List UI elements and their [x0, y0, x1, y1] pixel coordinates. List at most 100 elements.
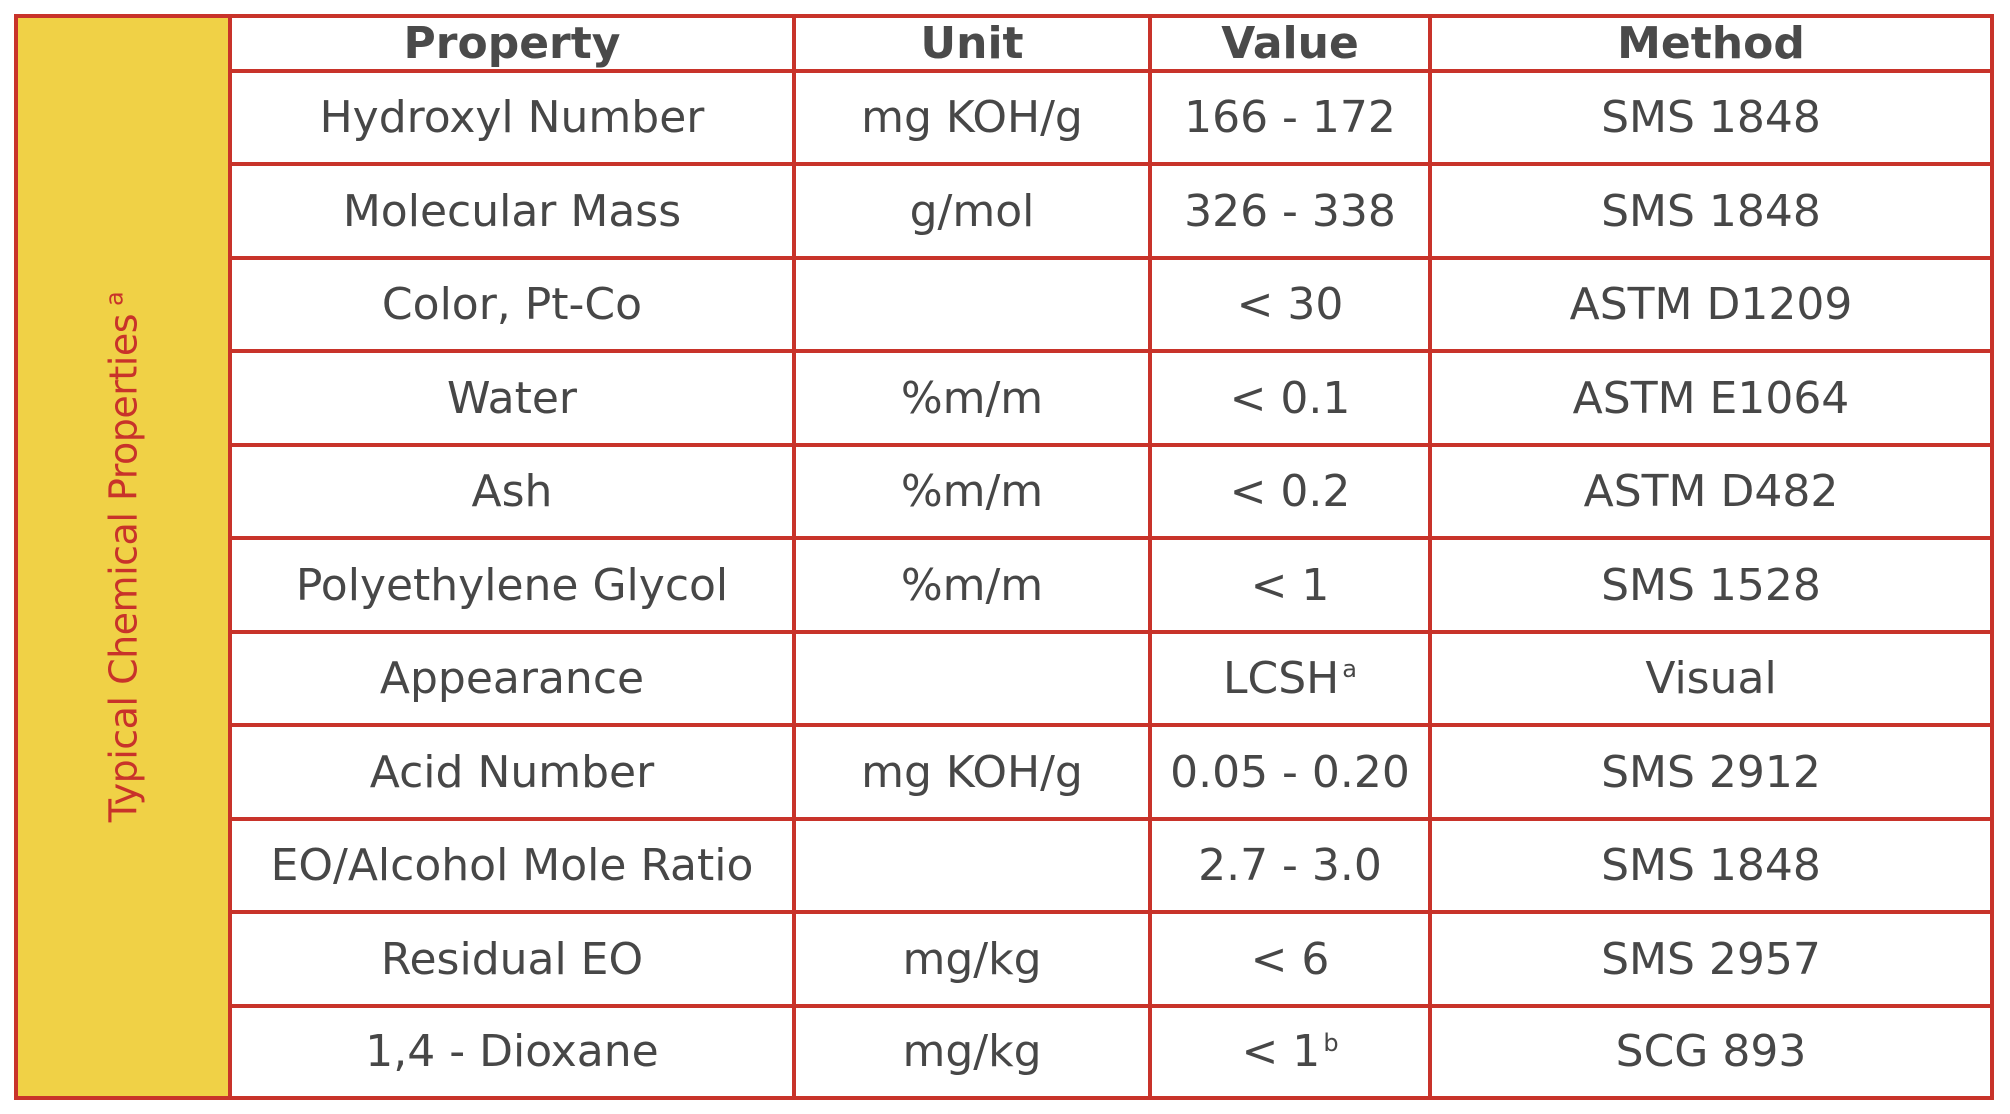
- cell-property-text: Ash: [471, 466, 553, 518]
- header-property: Property: [232, 18, 796, 73]
- cell-property-text: Residual EO: [380, 933, 644, 985]
- table-row: Ash %m/m < 0.2 ASTM D482: [232, 442, 1990, 541]
- cell-value-text: < 1: [1241, 1026, 1321, 1078]
- side-label-text: Typical Chemical Properties: [101, 314, 146, 823]
- cell-unit: %m/m: [792, 349, 1152, 447]
- side-label: Typical Chemical Properties a: [101, 292, 146, 822]
- cell-value: < 6: [1148, 910, 1432, 1008]
- cell-method: Visual: [1428, 629, 1990, 728]
- cell-unit: mg KOH/g: [792, 723, 1152, 821]
- cell-property: EO/Alcohol Mole Ratio: [232, 816, 796, 915]
- cell-method-text: Visual: [1645, 653, 1777, 705]
- table-row: Residual EO mg/kg < 6 SMS 2957: [232, 910, 1990, 1008]
- cell-method-text: SMS 1848: [1601, 185, 1821, 237]
- header-method: Method: [1428, 18, 1990, 73]
- cell-property-text: Water: [446, 372, 578, 424]
- cell-property-text: Hydroxyl Number: [319, 92, 705, 144]
- cell-property: Acid Number: [232, 723, 796, 821]
- cell-unit-text: mg KOH/g: [861, 746, 1083, 798]
- header-value: Value: [1148, 18, 1432, 73]
- properties-frame: Typical Chemical Properties a Property Un…: [14, 14, 1994, 1100]
- cell-unit-text: %m/m: [900, 559, 1044, 611]
- cell-value: < 0.2: [1148, 442, 1432, 541]
- cell-method: SMS 1848: [1428, 68, 1990, 167]
- side-band: Typical Chemical Properties a: [18, 18, 232, 1096]
- cell-value-text: 2.7 - 3.0: [1198, 840, 1382, 892]
- cell-unit-text: mg/kg: [902, 1026, 1042, 1078]
- cell-method-text: ASTM D482: [1583, 466, 1839, 518]
- cell-method-text: SMS 2912: [1601, 746, 1821, 798]
- header-row: Property Unit Value Method: [232, 18, 1990, 73]
- properties-table: Property Unit Value Method Hydroxyl Numb…: [232, 18, 1990, 1096]
- cell-unit-text: %m/m: [900, 372, 1044, 424]
- cell-unit: %m/m: [792, 536, 1152, 634]
- cell-method: SMS 2912: [1428, 723, 1990, 821]
- cell-method-text: SMS 2957: [1601, 933, 1821, 985]
- cell-property: Color, Pt-Co: [232, 255, 796, 354]
- cell-method-text: SMS 1848: [1601, 92, 1821, 144]
- header-unit: Unit: [792, 18, 1152, 73]
- cell-property: Polyethylene Glycol: [232, 536, 796, 634]
- cell-value-text: < 0.1: [1229, 372, 1351, 424]
- cell-property: Residual EO: [232, 910, 796, 1008]
- side-label-superscript: a: [100, 291, 129, 307]
- cell-method-text: ASTM D1209: [1569, 279, 1853, 331]
- cell-method: SCG 893: [1428, 1003, 1990, 1096]
- cell-value: 2.7 - 3.0: [1148, 816, 1432, 915]
- cell-property: 1,4 - Dioxane: [232, 1003, 796, 1096]
- cell-method: SMS 1848: [1428, 816, 1990, 915]
- cell-property: Hydroxyl Number: [232, 68, 796, 167]
- cell-value-text: 166 - 172: [1184, 92, 1396, 144]
- cell-value: LCSH a: [1148, 629, 1432, 728]
- cell-value: 326 - 338: [1148, 162, 1432, 260]
- cell-value: < 0.1: [1148, 349, 1432, 447]
- table-row: Appearance LCSH a Visual: [232, 629, 1990, 728]
- cell-unit-text: mg KOH/g: [861, 92, 1083, 144]
- cell-unit: g/mol: [792, 162, 1152, 260]
- table-row: Color, Pt-Co < 30 ASTM D1209: [232, 255, 1990, 354]
- cell-value-text: < 1: [1250, 559, 1330, 611]
- cell-method: SMS 1848: [1428, 162, 1990, 260]
- cell-unit: %m/m: [792, 442, 1152, 541]
- cell-property-text: 1,4 - Dioxane: [365, 1026, 659, 1078]
- cell-value: 166 - 172: [1148, 68, 1432, 167]
- table-row: EO/Alcohol Mole Ratio 2.7 - 3.0 SMS 1848: [232, 816, 1990, 915]
- cell-method-text: ASTM E1064: [1572, 372, 1850, 424]
- cell-unit: mg/kg: [792, 1003, 1152, 1096]
- cell-value-superscript: a: [1342, 655, 1357, 684]
- cell-unit-text: g/mol: [909, 185, 1035, 237]
- cell-unit: mg KOH/g: [792, 68, 1152, 167]
- cell-property-text: Molecular Mass: [342, 185, 682, 237]
- cell-value-text: < 30: [1236, 279, 1344, 331]
- cell-value: 0.05 - 0.20: [1148, 723, 1432, 821]
- cell-value-text: < 6: [1250, 933, 1330, 985]
- cell-property: Water: [232, 349, 796, 447]
- cell-property: Ash: [232, 442, 796, 541]
- cell-property-text: EO/Alcohol Mole Ratio: [270, 840, 754, 892]
- cell-unit-text: mg/kg: [902, 933, 1042, 985]
- cell-value-text: 0.05 - 0.20: [1170, 746, 1410, 798]
- cell-method-text: SMS 1528: [1601, 559, 1821, 611]
- cell-value: < 1: [1148, 536, 1432, 634]
- cell-value-text: 326 - 338: [1184, 185, 1396, 237]
- table-row: Molecular Mass g/mol 326 - 338 SMS 1848: [232, 162, 1990, 260]
- cell-method-text: SMS 1848: [1601, 840, 1821, 892]
- cell-unit: [792, 629, 1152, 728]
- table-row: 1,4 - Dioxane mg/kg < 1 b SCG 893: [232, 1003, 1990, 1096]
- cell-unit: [792, 816, 1152, 915]
- cell-property: Appearance: [232, 629, 796, 728]
- table-row: Polyethylene Glycol %m/m < 1 SMS 1528: [232, 536, 1990, 634]
- cell-method: ASTM E1064: [1428, 349, 1990, 447]
- cell-unit: [792, 255, 1152, 354]
- cell-value: < 30: [1148, 255, 1432, 354]
- cell-property-text: Polyethylene Glycol: [295, 559, 729, 611]
- cell-method: ASTM D1209: [1428, 255, 1990, 354]
- cell-property: Molecular Mass: [232, 162, 796, 260]
- cell-method: SMS 1528: [1428, 536, 1990, 634]
- cell-value-text: LCSH: [1223, 653, 1340, 705]
- cell-value-text: < 0.2: [1229, 466, 1351, 518]
- cell-method-text: SCG 893: [1615, 1026, 1807, 1078]
- cell-value-superscript: b: [1323, 1028, 1339, 1057]
- cell-property-text: Appearance: [379, 653, 645, 705]
